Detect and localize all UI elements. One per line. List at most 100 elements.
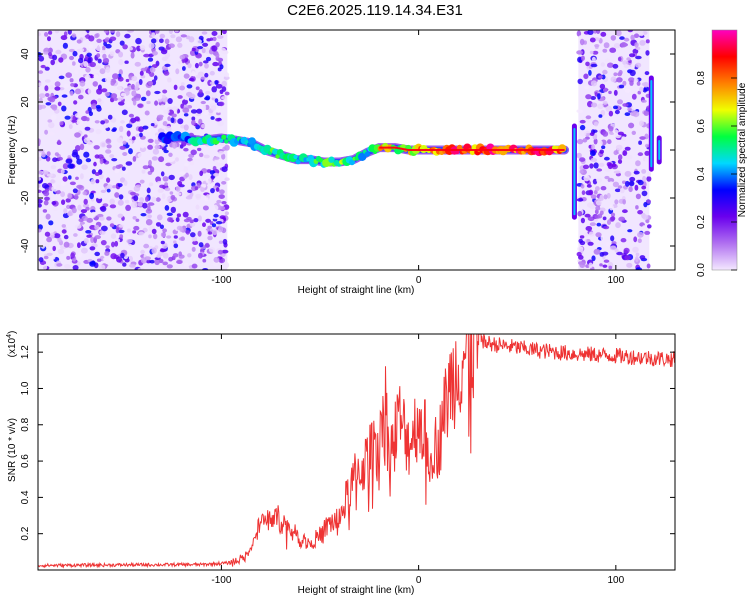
noise-blob: [148, 42, 155, 49]
snr-frame: [37, 333, 676, 571]
noise-blob: [608, 125, 614, 132]
noise-blob: [180, 103, 185, 109]
noise-blob: [110, 233, 117, 239]
noise-blob: [624, 170, 632, 177]
noise-blob: [42, 209, 48, 213]
noise-blob: [221, 153, 226, 160]
noise-blob: [159, 248, 167, 253]
noise-blob: [122, 140, 127, 145]
noise-blob: [602, 100, 608, 105]
noise-blob: [86, 217, 93, 223]
noise-blob: [182, 99, 188, 105]
noise-blob: [138, 126, 144, 133]
noise-blob: [48, 220, 54, 226]
noise-blob: [187, 189, 193, 193]
noise-blob: [156, 254, 161, 259]
noise-blob: [117, 76, 124, 82]
noise-blob: [52, 54, 58, 61]
noise-blob: [113, 97, 118, 101]
noise-blob: [202, 104, 207, 111]
noise-blob: [201, 31, 208, 35]
noise-blob: [38, 32, 42, 37]
signal-blob: [456, 144, 463, 151]
noise-blob: [94, 224, 100, 230]
noise-blob: [175, 157, 179, 162]
noise-blob: [173, 235, 178, 239]
noise-blob: [38, 183, 41, 188]
noise-blob: [94, 172, 100, 176]
noise-blob: [93, 161, 97, 167]
noise-blob: [166, 235, 172, 239]
noise-blob: [603, 194, 608, 200]
noise-blob: [157, 114, 164, 119]
noise-blob: [118, 51, 124, 58]
noise-blob: [589, 163, 594, 169]
noise-blob: [626, 57, 631, 61]
noise-blob: [641, 190, 648, 197]
noise-blob: [105, 138, 112, 144]
noise-blob: [68, 175, 72, 180]
noise-blob: [120, 120, 125, 124]
noise-blob: [183, 166, 188, 172]
noise-blob: [608, 181, 614, 186]
noise-blob: [110, 30, 116, 33]
x-tick-label: 100: [607, 275, 624, 286]
noise-blob: [160, 49, 168, 55]
noise-blob: [639, 255, 646, 260]
noise-blob: [51, 254, 56, 260]
noise-blob: [74, 113, 82, 118]
noise-blob: [210, 188, 215, 194]
noise-blob: [197, 230, 202, 237]
noise-blob: [164, 63, 171, 67]
noise-blob: [63, 83, 69, 89]
noise-blob: [633, 170, 640, 175]
noise-blob: [625, 180, 630, 187]
noise-blob: [76, 39, 82, 44]
noise-blob: [71, 33, 77, 38]
noise-blob: [96, 258, 102, 262]
noise-blob: [97, 58, 102, 64]
noise-blob: [97, 193, 103, 199]
noise-blob: [52, 206, 59, 211]
noise-blob: [215, 117, 222, 122]
noise-blob: [124, 199, 130, 204]
noise-blob: [613, 150, 619, 156]
noise-blob: [629, 53, 636, 58]
noise-blob: [582, 164, 590, 170]
noise-blob: [196, 39, 202, 44]
noise-blob: [637, 152, 644, 157]
noise-blob: [139, 132, 143, 138]
noise-blob: [142, 125, 149, 130]
noise-blob: [217, 249, 224, 255]
noise-blob: [590, 80, 598, 87]
spectrogram-x-axis: -100 0 100: [211, 30, 625, 286]
noise-blob: [78, 94, 84, 100]
noise-blob: [598, 162, 605, 167]
signal-blob: [469, 149, 476, 156]
noise-blob: [167, 98, 173, 104]
noise-blob: [599, 263, 603, 267]
noise-blob: [147, 57, 154, 62]
noise-blob: [114, 240, 119, 247]
noise-blob: [68, 124, 73, 130]
noise-blob: [191, 236, 198, 242]
noise-blob: [183, 124, 189, 131]
noise-blob: [106, 183, 113, 190]
noise-blob: [599, 83, 606, 90]
noise-blob: [170, 206, 176, 214]
noise-blob: [577, 210, 583, 217]
noise-blob: [624, 88, 631, 93]
noise-blob: [627, 229, 633, 233]
noise-blob: [600, 186, 607, 191]
noise-blob: [132, 99, 137, 106]
noise-blob: [72, 115, 76, 122]
noise-blob: [82, 191, 87, 196]
noise-blob: [576, 198, 584, 202]
noise-blob: [93, 145, 100, 150]
snr-series-line: [38, 334, 675, 569]
noise-blob: [69, 78, 74, 83]
noise-blob: [73, 233, 78, 237]
y-tick-label: 0.2: [20, 526, 31, 540]
snr-y-multiplier: (x104): [6, 331, 18, 358]
